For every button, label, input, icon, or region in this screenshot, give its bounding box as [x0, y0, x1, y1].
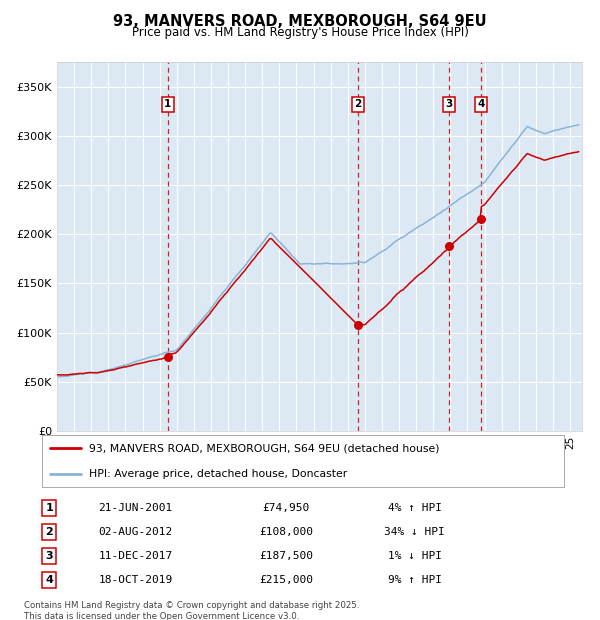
Text: 3: 3: [446, 99, 453, 109]
Text: £215,000: £215,000: [259, 575, 313, 585]
Text: 34% ↓ HPI: 34% ↓ HPI: [384, 527, 445, 537]
Text: 9% ↑ HPI: 9% ↑ HPI: [388, 575, 442, 585]
Text: 11-DEC-2017: 11-DEC-2017: [98, 551, 173, 561]
Text: 21-JUN-2001: 21-JUN-2001: [98, 503, 173, 513]
Text: 1% ↓ HPI: 1% ↓ HPI: [388, 551, 442, 561]
Text: 3: 3: [45, 551, 53, 561]
Text: Contains HM Land Registry data © Crown copyright and database right 2025.
This d: Contains HM Land Registry data © Crown c…: [24, 601, 359, 620]
Text: 1: 1: [164, 99, 171, 109]
Text: HPI: Average price, detached house, Doncaster: HPI: Average price, detached house, Donc…: [89, 469, 347, 479]
Text: £187,500: £187,500: [259, 551, 313, 561]
Text: 93, MANVERS ROAD, MEXBOROUGH, S64 9EU (detached house): 93, MANVERS ROAD, MEXBOROUGH, S64 9EU (d…: [89, 443, 439, 453]
Text: 4: 4: [45, 575, 53, 585]
Text: 4% ↑ HPI: 4% ↑ HPI: [388, 503, 442, 513]
Text: £108,000: £108,000: [259, 527, 313, 537]
Text: £74,950: £74,950: [263, 503, 310, 513]
Text: 93, MANVERS ROAD, MEXBOROUGH, S64 9EU: 93, MANVERS ROAD, MEXBOROUGH, S64 9EU: [113, 14, 487, 29]
Text: 2: 2: [354, 99, 361, 109]
Text: 2: 2: [45, 527, 53, 537]
Text: 18-OCT-2019: 18-OCT-2019: [98, 575, 173, 585]
Text: Price paid vs. HM Land Registry's House Price Index (HPI): Price paid vs. HM Land Registry's House …: [131, 26, 469, 39]
Text: 4: 4: [477, 99, 485, 109]
Text: 1: 1: [45, 503, 53, 513]
Text: 02-AUG-2012: 02-AUG-2012: [98, 527, 173, 537]
